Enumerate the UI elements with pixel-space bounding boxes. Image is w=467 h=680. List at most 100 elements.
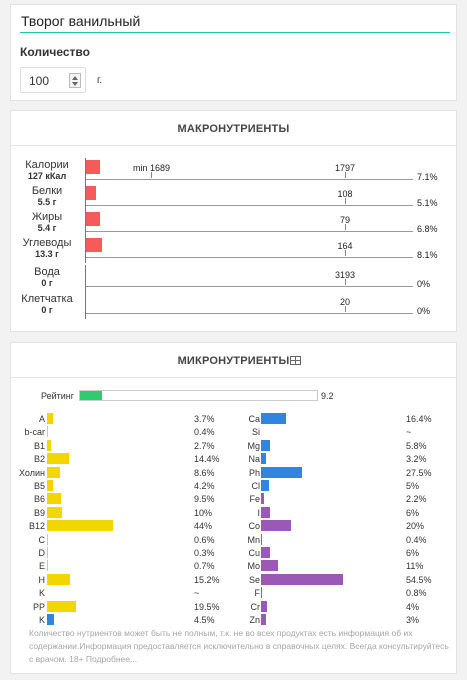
mineral-name: Se [248,574,260,585]
mineral-row: Cl 5% [11,480,456,494]
mineral-row: Si ~ [11,426,456,440]
micronutrients-title: МИКРОНУТРИЕНТЫ [11,355,456,367]
macro-norm-line [86,179,413,180]
micronutrients-card: МИКРОНУТРИЕНТЫ Рейтинг 9.2 A 3.7% b-car 0.4… [10,342,457,674]
mineral-name: Fe [249,494,260,505]
vitamin-name: D [38,548,46,558]
vitamin-percent: 0.6% [194,534,215,545]
macro-row: Клетчатка 0 г 20 0% [11,292,456,319]
vitamin-percent: 0.7% [194,561,215,572]
macro-amount: 13.3 г [35,249,59,259]
vitamin-bar [47,533,48,545]
macro-name: Клетчатка [21,293,73,305]
macro-amount: 127 кКал [27,171,67,181]
mineral-name: Mo [247,561,260,572]
vitamin-row: B12 44% [11,520,456,534]
quantity-stepper[interactable]: 100 [20,67,86,93]
vitamin-bar [47,614,54,625]
spin-arrows-icon[interactable] [69,73,81,88]
mineral-name: Mn [247,534,260,545]
vitamin-bar [47,453,69,465]
vitamin-bar [47,426,48,438]
macro-name: Белки [31,185,63,197]
mineral-percent: 54.5% [406,574,432,585]
quantity-label: Количество [20,45,90,59]
vitamin-name: B1 [33,440,45,451]
vitamin-bar [47,480,54,491]
vitamin-row: B2 14.4% [11,453,456,467]
mineral-row: Mo 11% [11,560,456,574]
vitamin-bar [47,493,62,505]
mineral-percent: 16.4% [406,414,432,424]
vitamin-name: C [38,534,46,545]
mineral-bar [261,466,303,478]
vitamin-name: B2 [33,454,45,465]
table-icon[interactable] [290,356,301,365]
vitamin-name: K [38,615,45,625]
mineral-percent: 6% [406,507,420,518]
macro-min-tick [151,172,152,178]
section-divider [11,145,456,146]
mineral-row: Ph 27.5% [11,466,456,481]
vitamin-row: C 0.6% [11,533,456,548]
mineral-percent: 6% [406,548,420,558]
macro-norm-label: 79 [339,215,351,225]
mineral-name: Si [251,427,260,438]
macro-norm-tick [345,198,346,204]
macro-norm-label: 3193 [334,270,356,280]
micronutrients-title-text: МИКРОНУТРИЕНТЫ [177,355,290,367]
mineral-bar [261,493,265,505]
vitamin-percent: 9.5% [194,494,215,505]
vitamin-row: K ~ [11,587,456,601]
quantity-value[interactable]: 100 [29,74,50,88]
macro-norm-label: 1797 [334,163,356,173]
macro-name: Углеводы [22,237,72,249]
macro-axis [85,265,86,292]
macro-amount: 5.5 г [37,197,57,207]
vitamin-name: A [38,414,45,424]
mineral-bar [261,560,278,572]
mineral-percent: 2.2% [406,494,427,505]
macro-min-label: min 1689 [133,163,171,173]
mineral-name: Cr [250,601,261,612]
macro-name: Жиры [31,211,63,223]
macro-name: Калории [25,159,69,171]
macro-percent: 0% [417,306,431,316]
macro-bar [86,186,96,200]
vitamin-name: H [38,574,46,585]
macro-norm-line [86,313,413,314]
macro-axis [85,158,86,185]
mineral-percent: 4% [406,601,420,612]
product-card: Творог ванильный Количество 100 г. [10,4,457,101]
macro-norm-label: 164 [337,241,353,251]
macro-norm-tick [345,250,346,256]
mineral-percent: 0.8% [406,588,427,599]
macro-row: Вода 0 г 3193 0% [11,265,456,292]
mineral-row: Fe 2.2% [11,493,456,507]
mineral-row: I 6% [11,506,456,521]
macro-norm-line [86,205,413,206]
vitamin-percent: 3.7% [194,414,215,424]
macro-row: Углеводы 13.3 г 164 8.1% [11,236,456,263]
vitamin-row: PP 19.5% [11,600,456,615]
vitamin-row: D 0.3% [11,547,456,561]
mineral-name: Ca [248,414,260,424]
mineral-row: F 0.8% [11,587,456,601]
mineral-row: Mn 0.4% [11,533,456,548]
vitamin-name: K [38,588,45,599]
vitamin-row: B1 2.7% [11,439,456,454]
mineral-percent: 5% [406,481,420,491]
vitamin-name: PP [32,601,45,612]
macro-row: Жиры 5.4 г 79 6.8% [11,210,456,237]
rating-bar [79,390,318,401]
vitamin-percent: 0.4% [194,427,215,438]
macro-norm-label: 20 [339,297,351,307]
macro-percent: 6.8% [417,224,438,234]
vitamin-row: K 4.5% [11,614,456,628]
macro-percent: 7.1% [417,172,438,182]
mineral-name: Na [248,454,260,465]
vitamin-percent: 4.5% [194,615,215,625]
vitamin-bar [47,466,60,478]
vitamin-percent: ~ [194,588,200,599]
product-title-input[interactable]: Творог ванильный [20,11,450,33]
